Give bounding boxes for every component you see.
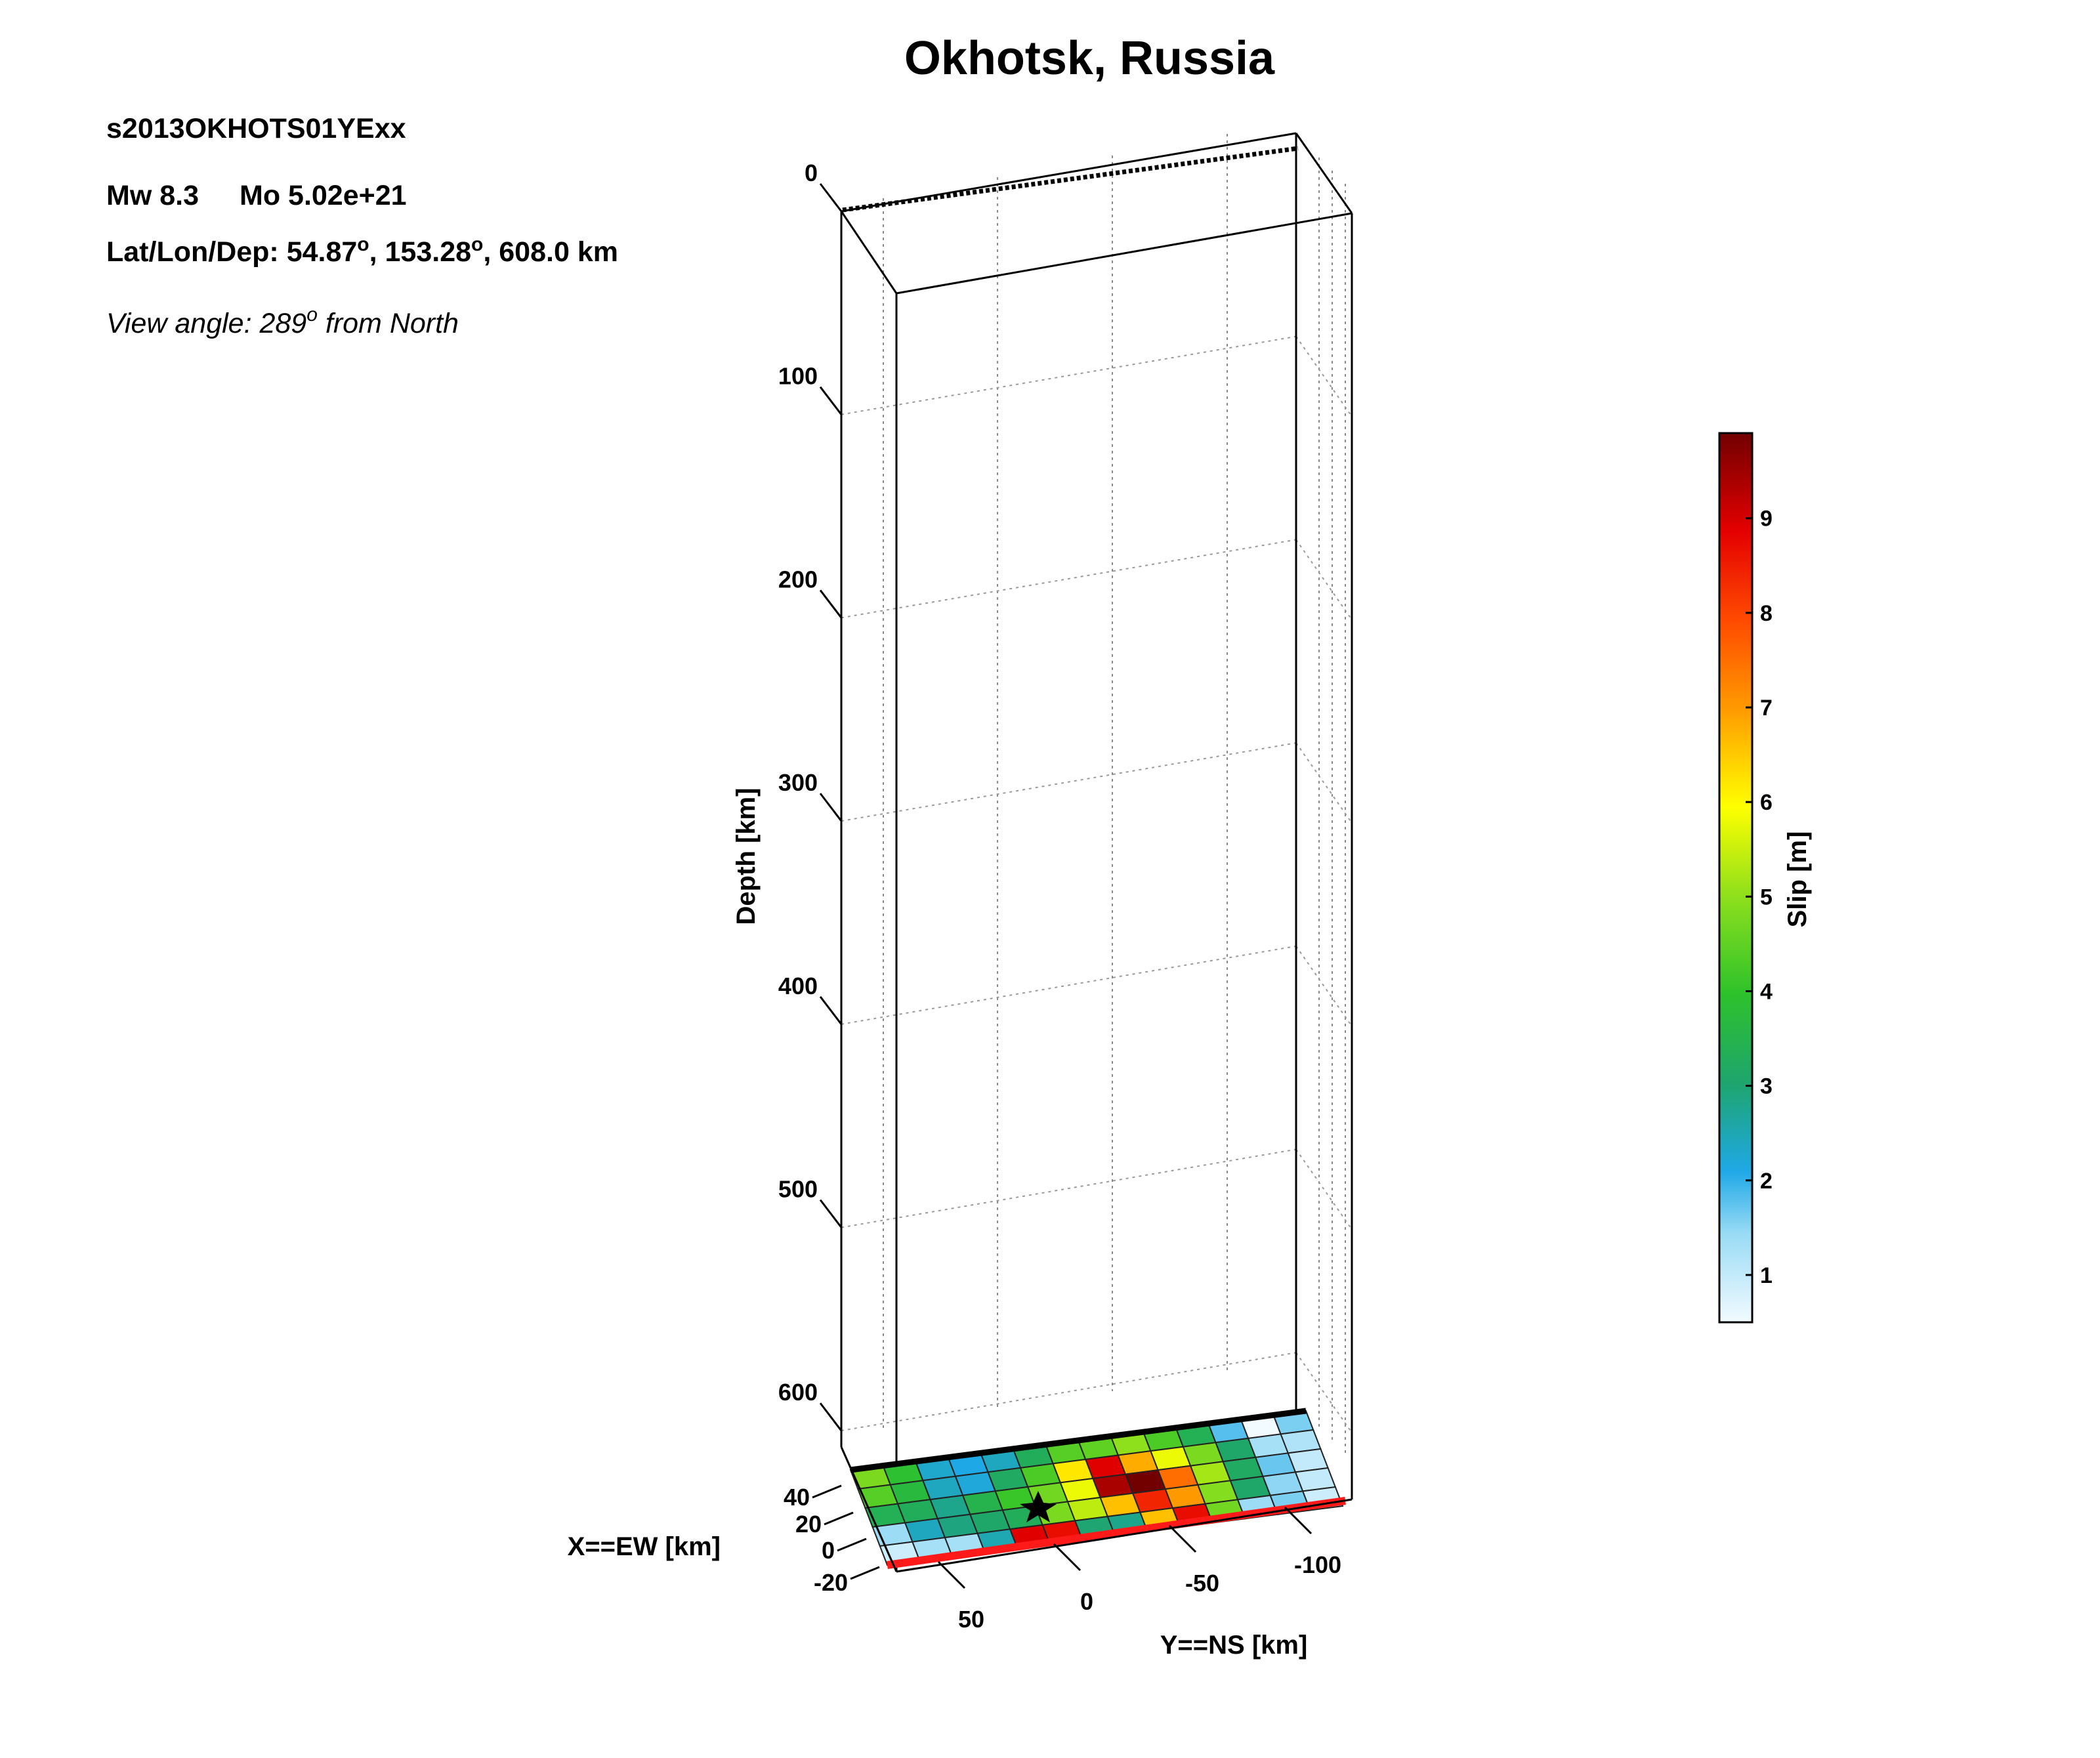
y-tick-label-2: -50 bbox=[1185, 1570, 1219, 1597]
depth-grid-side-6 bbox=[1295, 1352, 1353, 1433]
depth-tick-1 bbox=[819, 386, 843, 415]
lat-degree: o bbox=[357, 234, 369, 255]
y-tick-label-0: 50 bbox=[958, 1606, 984, 1633]
x-tick-3 bbox=[812, 1484, 842, 1499]
y-tick-0 bbox=[937, 1560, 966, 1589]
depth-grid-side-1 bbox=[1295, 336, 1353, 417]
box-bottom bbox=[840, 1446, 1353, 1573]
location-label: Lat/Lon/Dep: 54.87o, 153.28o, 608.0 km bbox=[106, 234, 618, 268]
colorbar-tick-label-7: 8 bbox=[1760, 601, 1773, 626]
colorbar: 1 2 3 4 5 6 7 8 9 Slip [m] bbox=[1718, 432, 1812, 1324]
depth-axis: 0 100 200 300 400 500 600 bbox=[778, 159, 843, 1432]
depth-tick-label-1: 100 bbox=[778, 363, 818, 390]
location-lon: , 153.28 bbox=[369, 236, 471, 268]
y-tick-1 bbox=[1053, 1543, 1082, 1572]
view-angle-value: View angle: 289 bbox=[106, 308, 306, 339]
depth-axis-label: Depth [km] bbox=[732, 788, 761, 925]
colorbar-tick-label-8: 9 bbox=[1760, 507, 1773, 532]
depth-tick-label-0: 0 bbox=[805, 159, 818, 186]
depth-grid-side-5 bbox=[1295, 1148, 1353, 1230]
depth-grid-line-2 bbox=[841, 539, 1297, 619]
depth-grid-side-3 bbox=[1295, 742, 1353, 824]
depth-grid-line-4 bbox=[841, 945, 1297, 1025]
view-angle-suffix: from North bbox=[318, 308, 459, 339]
depth-tick-2 bbox=[819, 589, 843, 619]
depth-tick-4 bbox=[819, 995, 843, 1025]
depth-tick-0 bbox=[819, 183, 843, 212]
colorbar-ticks: 1 2 3 4 5 6 7 8 9 bbox=[1746, 507, 1773, 1288]
colorbar-tick-label-2: 3 bbox=[1760, 1074, 1773, 1099]
y-tick-label-1: 0 bbox=[1080, 1588, 1093, 1615]
depth-grid-side-2 bbox=[1295, 539, 1353, 620]
frame-top-front bbox=[896, 212, 1353, 295]
lon-degree: o bbox=[471, 234, 483, 255]
depth-grid-side-4 bbox=[1295, 946, 1353, 1027]
depth-tick-label-4: 400 bbox=[778, 973, 818, 999]
depth-grid-line-5 bbox=[841, 1148, 1297, 1228]
frame-top-right bbox=[1295, 133, 1353, 214]
x-tick-1 bbox=[837, 1538, 867, 1552]
x-tick-2 bbox=[824, 1511, 854, 1526]
back-grid bbox=[883, 134, 1346, 1457]
view-angle-label: View angle: 289o from North bbox=[106, 304, 459, 339]
colorbar-tick-label-1: 2 bbox=[1760, 1169, 1773, 1194]
depth-tick-5 bbox=[819, 1199, 843, 1228]
moment-label: Mo 5.02e+21 bbox=[240, 180, 407, 211]
surface-trace bbox=[842, 146, 1299, 213]
depth-grid-line-6 bbox=[841, 1352, 1297, 1432]
y-axis: 50 0 -50 -100 bbox=[937, 1506, 1341, 1633]
frame-bottom-left bbox=[840, 1446, 898, 1572]
x-tick-label-3: 40 bbox=[784, 1484, 810, 1511]
frame-bottom-front bbox=[896, 1498, 1353, 1573]
x-tick-label-1: 0 bbox=[822, 1537, 835, 1564]
y-axis-label: Y==NS [km] bbox=[1160, 1631, 1308, 1660]
colorbar-fill bbox=[1718, 432, 1754, 1324]
fault-plane bbox=[849, 1410, 1344, 1566]
colorbar-tick-label-5: 6 bbox=[1760, 790, 1773, 815]
frame-top-left bbox=[840, 211, 898, 294]
colorbar-tick-label-4: 5 bbox=[1760, 885, 1773, 910]
y-tick-3 bbox=[1284, 1506, 1312, 1535]
chart-title: Okhotsk, Russia bbox=[904, 32, 1275, 85]
depth-tick-label-5: 500 bbox=[778, 1176, 818, 1203]
depth-tick-3 bbox=[819, 793, 843, 822]
hypocenter-star-icon bbox=[1020, 1491, 1057, 1522]
y-tick-label-3: -100 bbox=[1294, 1551, 1341, 1578]
depth-grid bbox=[841, 335, 1353, 1433]
fault-top-edge bbox=[850, 1408, 1307, 1473]
colorbar-tick-label-0: 1 bbox=[1760, 1263, 1773, 1288]
depth-tick-label-2: 200 bbox=[778, 566, 818, 593]
depth-tick-6 bbox=[819, 1402, 843, 1432]
location-lat: Lat/Lon/Dep: 54.87 bbox=[106, 236, 357, 268]
event-id: s2013OKHOTS01YExx bbox=[106, 113, 406, 144]
view-degree: o bbox=[306, 304, 318, 325]
x-tick-label-2: 20 bbox=[795, 1511, 822, 1538]
colorbar-tick-label-3: 4 bbox=[1760, 979, 1773, 1004]
y-tick-2 bbox=[1168, 1524, 1197, 1553]
location-depth: , 608.0 km bbox=[483, 236, 618, 268]
x-axis-label: X==EW [km] bbox=[568, 1532, 721, 1561]
colorbar-tick-label-6: 7 bbox=[1760, 696, 1773, 721]
colorbar-label: Slip [m] bbox=[1783, 831, 1812, 928]
depth-grid-line-3 bbox=[841, 742, 1297, 822]
x-tick-label-0: -20 bbox=[814, 1569, 848, 1596]
depth-grid-line-1 bbox=[841, 335, 1297, 415]
magnitude-label: Mw 8.3 bbox=[106, 180, 199, 211]
depth-tick-label-6: 600 bbox=[778, 1379, 818, 1406]
fault-bottom-edge bbox=[887, 1497, 1346, 1569]
depth-tick-label-3: 300 bbox=[778, 769, 818, 796]
x-tick-0 bbox=[850, 1566, 880, 1580]
